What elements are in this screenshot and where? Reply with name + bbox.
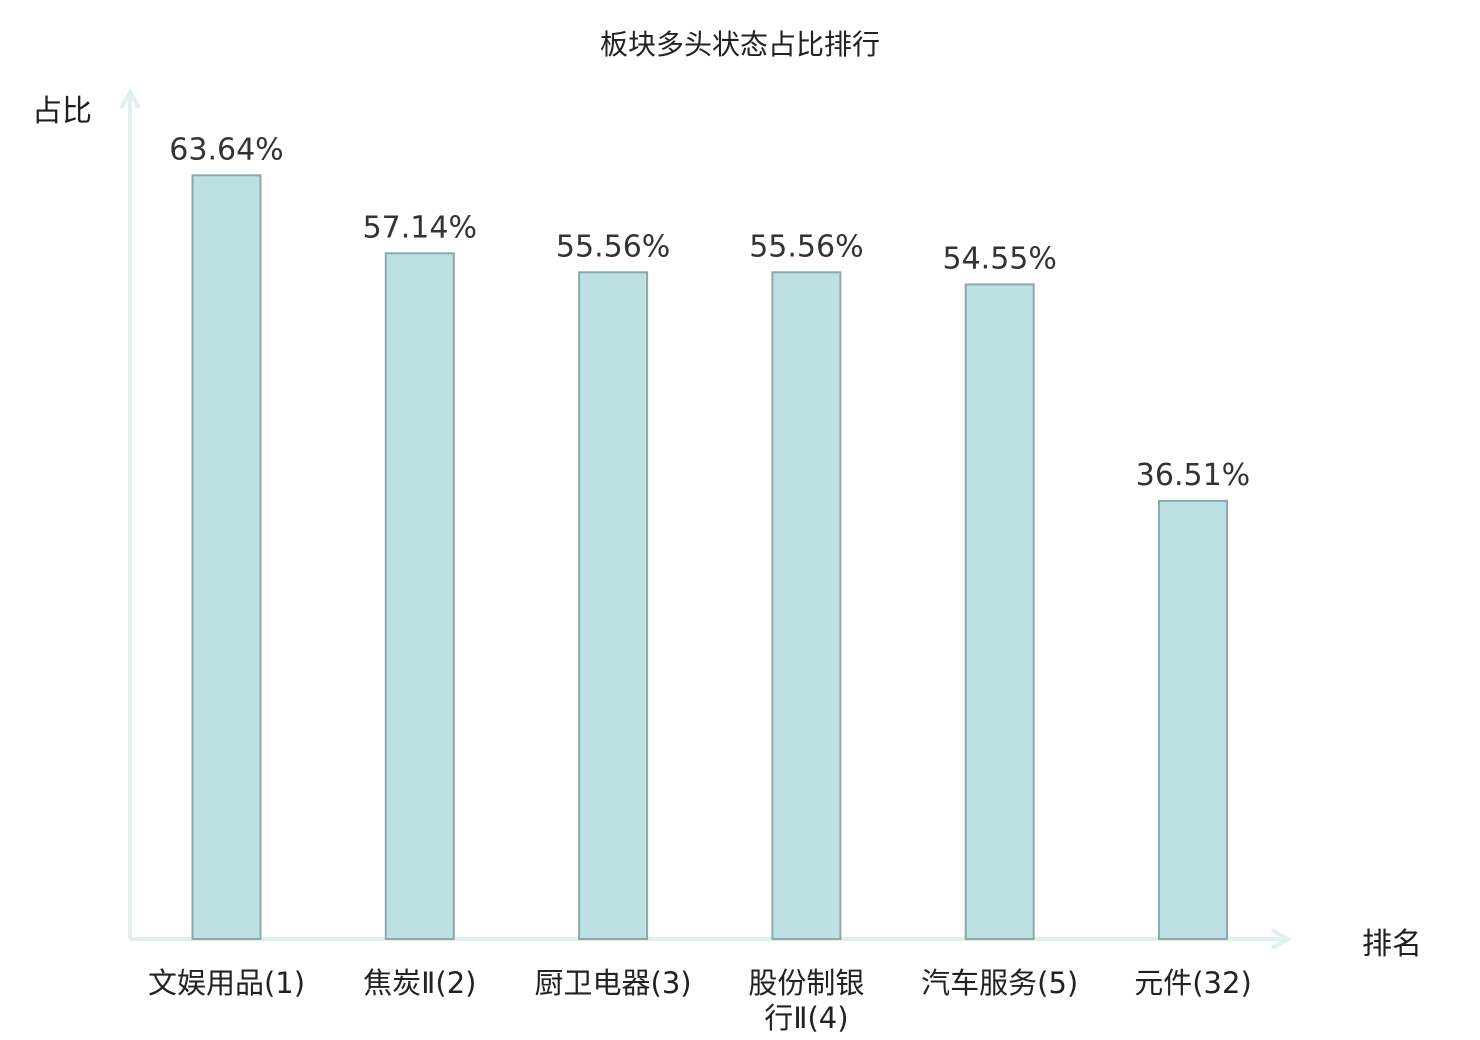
x-axis-label: 排名: [1362, 927, 1422, 962]
category-label-3: 厨卫电器(3): [535, 966, 692, 1000]
category-label-line: 厨卫电器(3): [535, 966, 692, 1000]
category-label-2: 焦炭Ⅱ(2): [363, 966, 476, 1000]
bar-1: [191, 174, 262, 941]
value-label-2: 57.14%: [363, 210, 477, 245]
chart-title: 板块多头状态占比排行: [600, 28, 880, 61]
y-axis-arrow: [119, 87, 141, 109]
value-label-6: 36.51%: [1136, 458, 1250, 493]
category-label-line: 元件(32): [1134, 966, 1252, 1000]
bars-layer: [191, 174, 1228, 941]
y-axis-label: 占比: [32, 94, 92, 129]
category-label-line: 行Ⅱ(4): [764, 1001, 848, 1035]
category-labels-layer: 文娱用品(1) 焦炭Ⅱ(2) 厨卫电器(3) 股份制银行Ⅱ(4) 汽车服务(5) 元件(3…: [148, 966, 1252, 1035]
category-label-5: 汽车服务(5): [921, 966, 1078, 1000]
value-labels-layer: 63.64% 57.14% 55.56% 55.56% 54.55% 36.51%: [169, 132, 1250, 493]
x-axis-arrow: [1271, 928, 1293, 950]
bar-6: [1158, 499, 1228, 940]
bar-5: [964, 283, 1035, 940]
value-label-4: 55.56%: [749, 229, 863, 264]
category-label-line: 股份制银: [748, 966, 864, 1000]
bar-2: [384, 252, 455, 941]
category-label-line: 文娱用品(1): [148, 966, 305, 1000]
value-label-3: 55.56%: [556, 229, 670, 264]
value-label-1: 63.64%: [169, 132, 283, 167]
category-label-6: 元件(32): [1134, 966, 1252, 1000]
value-label-5: 54.55%: [943, 241, 1057, 276]
category-label-line: 汽车服务(5): [921, 966, 1078, 1000]
category-label-line: 焦炭Ⅱ(2): [363, 966, 476, 1000]
bar-3: [578, 271, 649, 940]
category-label-4: 股份制银行Ⅱ(4): [748, 966, 864, 1035]
bar-4: [771, 271, 842, 940]
category-label-1: 文娱用品(1): [148, 966, 305, 1000]
